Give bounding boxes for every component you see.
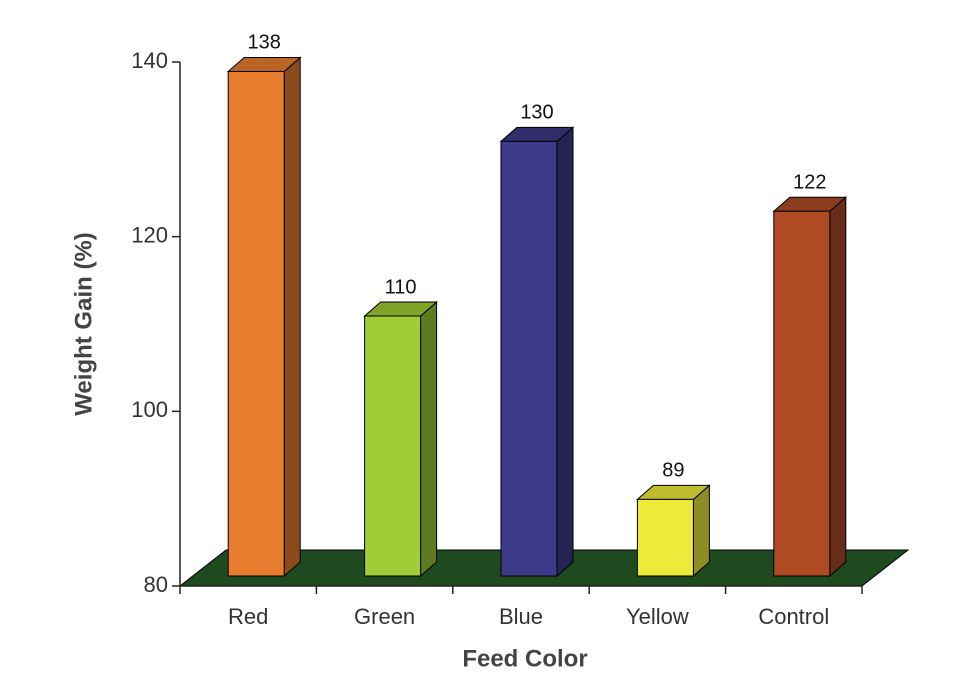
bar-side <box>692 484 710 578</box>
y-tick-label: 140 <box>131 48 168 73</box>
x-tick-label: Control <box>758 604 829 629</box>
bar <box>227 70 285 577</box>
x-tick-label: Green <box>354 604 415 629</box>
bar <box>773 210 831 577</box>
value-label: 138 <box>248 32 281 54</box>
x-tick-label: Blue <box>499 604 543 629</box>
y-tick-label: 100 <box>131 397 168 422</box>
x-axis-title: Feed Color <box>462 645 587 672</box>
y-tick-label: 80 <box>144 572 168 597</box>
bar-side <box>556 126 574 578</box>
value-label: 89 <box>662 460 684 482</box>
value-label: 110 <box>385 276 417 298</box>
bar-side <box>829 196 847 578</box>
y-axis-title: Weight Gain (%) <box>70 232 97 416</box>
value-label: 122 <box>793 171 826 193</box>
y-tick-label: 120 <box>131 222 168 247</box>
bar-side <box>283 56 301 578</box>
bar-side <box>420 300 438 578</box>
bar <box>364 315 422 577</box>
x-tick-label: Red <box>228 604 268 629</box>
bar <box>500 140 558 577</box>
bar <box>636 498 694 577</box>
x-tick-label: Yellow <box>626 604 689 629</box>
value-label: 130 <box>520 102 553 124</box>
